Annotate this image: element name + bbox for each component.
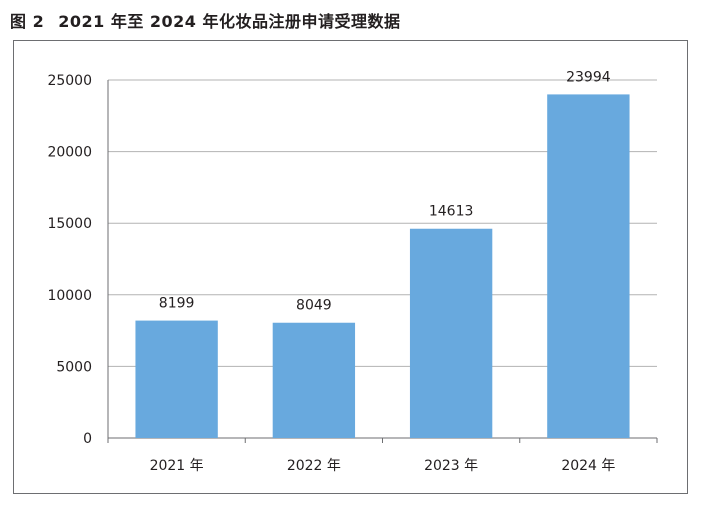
y-tick-label: 10000 (47, 288, 92, 304)
y-tick-label: 15000 (47, 216, 92, 232)
y-tick-label: 0 (83, 431, 92, 447)
bar (547, 94, 630, 439)
data-label: 14613 (429, 204, 474, 220)
figure-title: 图 2 2021 年至 2024 年化妆品注册申请受理数据 (10, 8, 401, 32)
data-label: 8049 (296, 298, 332, 314)
y-tick-label: 5000 (56, 359, 92, 375)
x-tick-label: 2023 年 (424, 458, 478, 474)
bar (135, 320, 218, 438)
bar (409, 228, 493, 438)
data-label: 8199 (159, 296, 195, 312)
chart-frame (13, 40, 688, 494)
figure-number: 图 2 (10, 12, 45, 31)
bar (272, 322, 356, 438)
figure-caption: 2021 年至 2024 年化妆品注册申请受理数据 (58, 12, 401, 31)
x-tick-label: 2024 年 (561, 458, 615, 474)
x-tick-label: 2021 年 (150, 458, 204, 474)
y-tick-label: 20000 (47, 145, 92, 161)
y-tick-label: 25000 (47, 73, 92, 89)
data-label: 23994 (566, 69, 611, 85)
x-tick-label: 2022 年 (287, 458, 341, 474)
